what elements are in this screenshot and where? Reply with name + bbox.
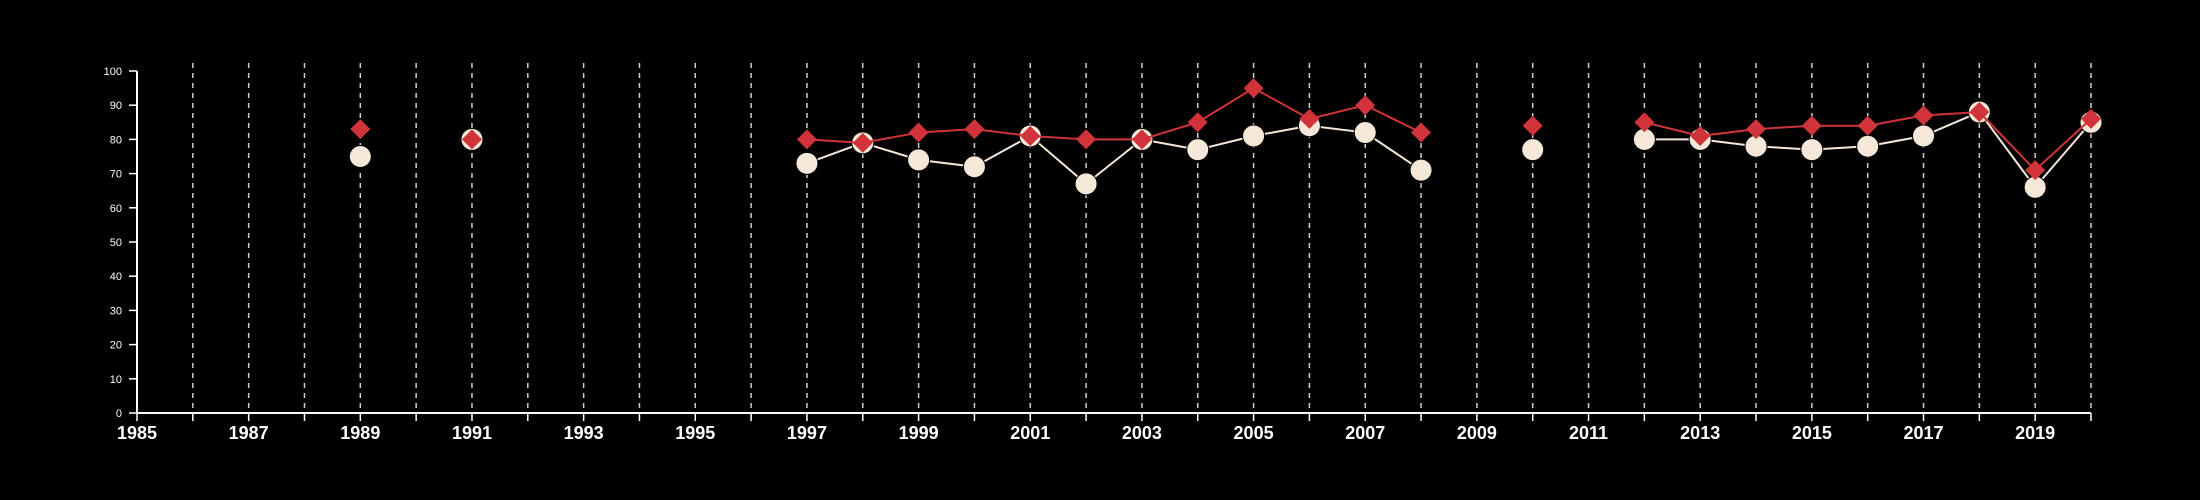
y-tick-label: 0	[116, 408, 122, 420]
x-tick-label: 1999	[899, 423, 939, 443]
data-point-diamond	[1187, 112, 1208, 133]
x-tick-label: 2019	[2015, 423, 2055, 443]
data-point-diamond	[2025, 160, 2046, 181]
series-line-segment	[1644, 121, 1701, 137]
data-point-diamond	[1522, 115, 1543, 136]
x-tick-label: 2005	[1234, 423, 1274, 443]
data-point-circle	[348, 145, 372, 168]
y-tick-label: 50	[110, 237, 122, 249]
series-line-segment	[1978, 111, 2036, 188]
data-point-diamond	[1634, 112, 1655, 133]
data-point-diamond	[852, 132, 873, 153]
data-point-diamond	[1299, 108, 1320, 129]
data-point-diamond	[1969, 102, 1990, 123]
series-diamond	[350, 78, 2101, 181]
data-point-diamond	[1913, 105, 1934, 126]
y-tick-label: 70	[110, 169, 122, 181]
y-tick-label: 40	[110, 271, 122, 283]
data-point-circle	[962, 155, 986, 179]
data-point-circle	[1912, 124, 1936, 148]
data-point-diamond	[964, 119, 985, 140]
data-point-diamond	[1131, 129, 1152, 150]
x-tick-label: 2013	[1680, 423, 1720, 443]
data-point-diamond	[1020, 125, 1041, 146]
data-point-diamond	[1243, 78, 1264, 99]
x-tick-label: 1991	[452, 423, 492, 443]
data-point-diamond	[1411, 122, 1432, 143]
y-tick-label: 60	[110, 203, 122, 215]
series-line-segment	[1197, 87, 1255, 124]
data-point-diamond	[2081, 108, 2101, 129]
series-line-segment	[1253, 87, 1310, 120]
data-point-circle	[907, 148, 931, 172]
data-point-circle	[1353, 121, 1377, 145]
series-line-segment	[1700, 128, 1757, 137]
data-point-circle	[1800, 138, 1824, 162]
data-point-diamond	[461, 129, 482, 150]
series-line-segment	[1085, 138, 1143, 185]
series-line-segment	[1867, 114, 1924, 127]
series-line-segment	[1029, 135, 1087, 185]
x-tick-label: 2015	[1792, 423, 1832, 443]
data-point-circle	[1409, 158, 1433, 182]
x-tick-label: 1989	[340, 423, 380, 443]
data-point-circle	[1074, 172, 1098, 196]
x-tick-label: 1995	[675, 423, 715, 443]
y-tick-label: 100	[104, 66, 122, 78]
data-point-circle	[1521, 138, 1545, 162]
data-point-diamond	[350, 119, 371, 140]
series-line-segment	[1978, 111, 2036, 171]
y-tick-label: 10	[110, 374, 122, 386]
data-point-diamond	[1857, 115, 1878, 136]
series-line-segment	[862, 131, 919, 144]
series-line-segment	[1309, 104, 1366, 120]
data-point-diamond	[908, 122, 929, 143]
series-line-segment	[974, 128, 1031, 137]
data-point-diamond	[796, 129, 817, 150]
data-point-circle	[1856, 134, 1880, 158]
x-tick-label: 2011	[1569, 423, 1608, 443]
x-tick-label: 1993	[564, 423, 604, 443]
data-point-circle	[1242, 124, 1266, 148]
data-series	[348, 78, 2103, 199]
data-point-diamond	[1355, 95, 1376, 116]
x-tick-label: 2017	[1903, 423, 1943, 443]
data-point-diamond	[1801, 115, 1822, 136]
data-point-diamond	[1746, 119, 1767, 140]
x-tick-label: 1985	[117, 423, 157, 443]
series-line-segment	[1364, 104, 1422, 134]
series-line-segment	[2034, 118, 2092, 171]
series-circle	[348, 100, 2103, 199]
data-point-diamond	[1076, 129, 1097, 150]
y-tick-label: 20	[110, 340, 122, 352]
y-tick-label: 30	[110, 305, 122, 317]
x-tick-label: 2009	[1457, 423, 1497, 443]
axes: 0 10 20 30 40 50 60 70 80 90 100 1985 1987 1989 1991 19…	[104, 66, 2092, 443]
grid-lines	[192, 63, 2092, 413]
x-tick-label: 1997	[787, 423, 827, 443]
series-line-segment	[1141, 121, 1199, 141]
x-tick-label: 1987	[229, 423, 269, 443]
x-tick-label: 2001	[1010, 423, 1050, 443]
y-tick-label: 80	[110, 134, 122, 146]
y-tick-label: 90	[110, 100, 122, 112]
data-point-diamond	[1690, 125, 1711, 146]
data-point-circle	[795, 151, 819, 175]
x-tick-label: 2007	[1345, 423, 1385, 443]
series-line-segment	[2034, 121, 2092, 188]
data-point-circle	[1186, 138, 1210, 162]
x-tick-label: 2003	[1122, 423, 1162, 443]
